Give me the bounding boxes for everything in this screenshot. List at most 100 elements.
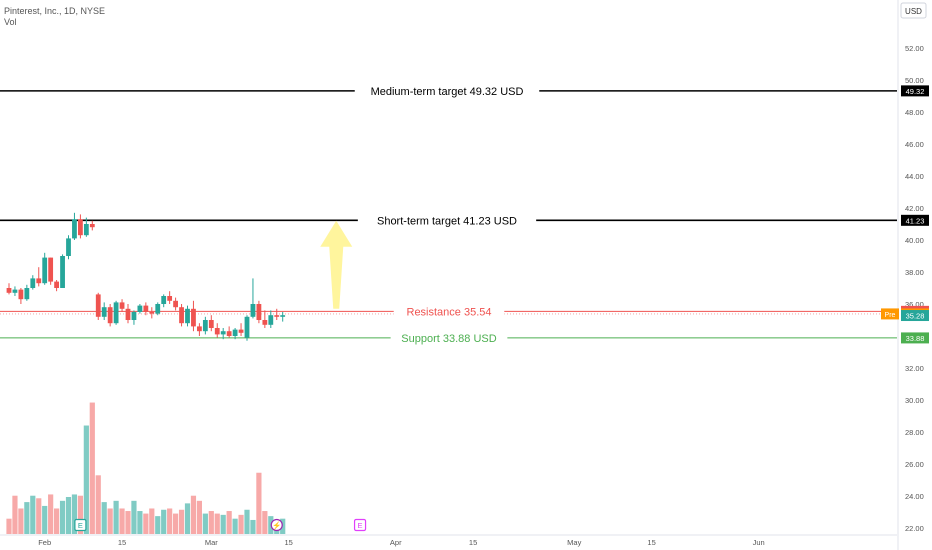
last-price-badge-text: 35.28: [906, 312, 925, 321]
candle-body: [24, 288, 30, 300]
volume-bar: [244, 509, 250, 534]
candle-body: [89, 224, 95, 228]
medium-term-target-label: Medium-term target 49.32 USD: [371, 86, 524, 98]
candle-body: [167, 296, 173, 301]
candle-body: [244, 316, 250, 338]
future-earnings-marker[interactable]: [353, 518, 367, 532]
x-tick-label: Mar: [205, 538, 218, 547]
x-tick-label: May: [567, 538, 581, 547]
volume-bar: [65, 496, 72, 534]
x-tick-label: 15: [284, 538, 292, 547]
candle-body: [30, 278, 36, 288]
volume-bar: [250, 519, 256, 534]
short-term-target-label: Short-term target 41.23 USD: [377, 215, 517, 227]
y-tick-label: 42.00: [905, 204, 924, 213]
volume-bar: [54, 508, 60, 534]
last-price-badge: [901, 310, 929, 322]
volume-bar: [42, 505, 48, 534]
candle-body: [54, 281, 59, 288]
candle-body: [274, 315, 280, 317]
y-tick-label: 32.00: [905, 364, 924, 373]
support-label-bg: [390, 330, 508, 345]
candle-body: [149, 312, 155, 314]
volume-bar: [71, 494, 78, 534]
volume-bar: [167, 508, 173, 534]
upside-arrow: [320, 220, 353, 309]
volume-bar: [48, 494, 54, 534]
y-tick-label: 44.00: [905, 172, 924, 181]
volume-bar: [77, 495, 83, 534]
candle-body: [137, 305, 143, 312]
y-tick-label: 24.00: [905, 492, 924, 501]
candle-body: [161, 296, 167, 304]
candle-body: [256, 304, 262, 320]
volume-bar: [12, 495, 18, 534]
volume-bar: [30, 495, 36, 534]
volume-bar: [256, 472, 262, 534]
x-tick-label: 15: [118, 538, 126, 547]
candle-body: [191, 308, 196, 327]
volume-bar: [24, 502, 30, 534]
candle-body: [48, 257, 54, 282]
volume-bar: [220, 514, 226, 534]
resistance-label-bg: [393, 304, 505, 319]
volume-bar: [107, 508, 113, 534]
candle-body: [179, 307, 184, 324]
volume-bar: [95, 475, 101, 534]
y-tick-label: 28.00: [905, 428, 924, 437]
candle-body: [173, 300, 178, 308]
volume-bar: [6, 518, 12, 534]
candle-body: [185, 308, 190, 324]
pre-market-price-tag-text: Pre: [885, 312, 896, 319]
dividend-marker[interactable]: [270, 518, 283, 532]
candle-body: [107, 307, 113, 324]
y-tick-label: 50.00: [905, 76, 924, 85]
support-price-badge-text: 33.88: [906, 334, 925, 343]
y-tick-label: 22.00: [905, 524, 924, 533]
x-tick-label: Feb: [38, 538, 51, 547]
x-tick-label: Apr: [390, 538, 402, 547]
volume-bar: [173, 513, 179, 534]
symbol-title[interactable]: Pinterest, Inc., 1D, NYSE: [4, 6, 106, 16]
candle-body: [6, 288, 12, 293]
volume-label: Vol: [4, 17, 17, 27]
volume-bar: [184, 503, 191, 534]
candle-body: [66, 238, 71, 256]
short-term-target-label-bg: [357, 213, 537, 228]
volume-bar: [232, 518, 238, 534]
candle-body: [280, 315, 286, 317]
candle-body: [232, 329, 238, 336]
volume-bar: [125, 511, 131, 534]
volume-bar: [226, 511, 232, 534]
volume-bar: [113, 500, 119, 534]
candle-body: [42, 257, 48, 284]
candle-body: [155, 304, 161, 314]
y-tick-label: 40.00: [905, 236, 924, 245]
currency-button-label: USD: [905, 7, 922, 16]
candle-body: [78, 219, 83, 236]
x-tick-label: 15: [469, 538, 477, 547]
candle-body: [131, 312, 137, 320]
candle-body: [36, 278, 42, 284]
candle-body: [95, 294, 101, 317]
volume-bar: [190, 495, 197, 534]
earnings-marker[interactable]: [74, 518, 87, 532]
volume-bar: [131, 500, 137, 534]
medium-term-target-label-bg: [354, 83, 540, 98]
volume-bar: [208, 511, 214, 534]
candle-body: [60, 256, 65, 288]
y-tick-label: 36.00: [905, 300, 924, 309]
dividend-marker-label: ⚡: [272, 521, 281, 530]
x-tick-label: 15: [647, 538, 655, 547]
future-earnings-marker-label: E: [358, 521, 363, 530]
candle-body: [262, 320, 268, 325]
medium-term-target-price-badge-text: 49.32: [906, 87, 925, 96]
candle-body: [113, 302, 119, 324]
y-tick-label: 38.00: [905, 268, 924, 277]
volume-bar: [143, 513, 149, 534]
x-tick-label: Jun: [753, 538, 765, 547]
candle-body: [119, 302, 125, 309]
y-tick-label: 26.00: [905, 460, 924, 469]
currency-button[interactable]: [900, 2, 927, 19]
